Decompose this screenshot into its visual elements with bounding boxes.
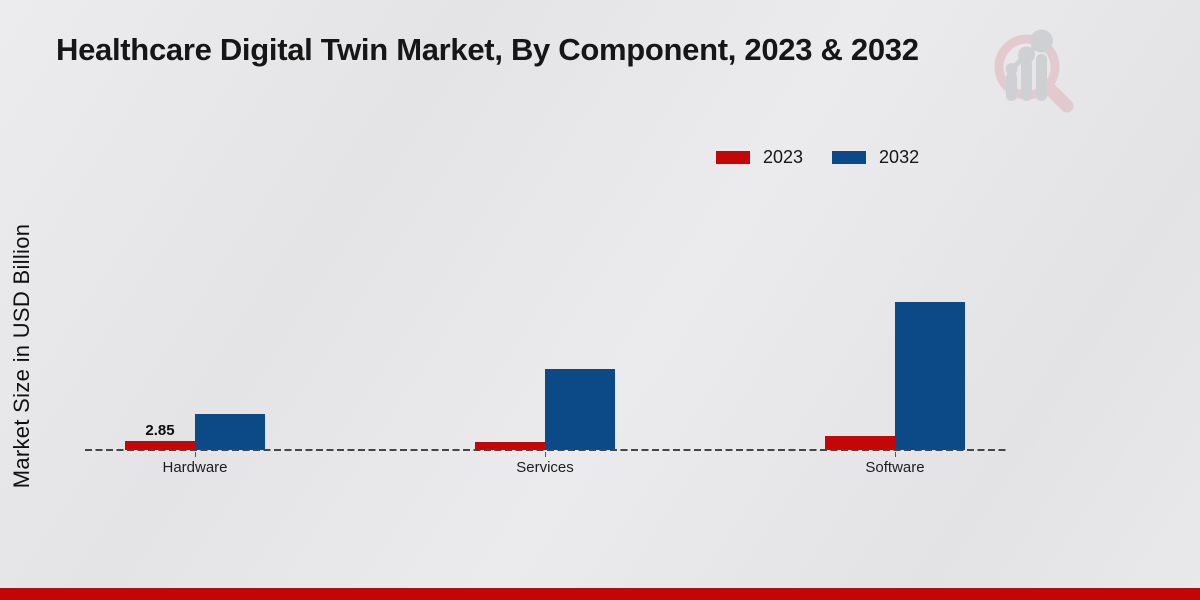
category-label-hardware: Hardware (162, 459, 228, 476)
legend-label: 2023 (763, 147, 804, 167)
y-axis-label: Market Size in USD Billion (9, 223, 34, 489)
legend-item-2023: 2023 (716, 147, 803, 168)
category-label-software: Software (865, 459, 925, 476)
legend: 2023 2032 (716, 147, 919, 168)
x-axis-tick (544, 452, 546, 457)
mrfr-logo-icon (994, 29, 1074, 113)
chart-title: Healthcare Digital Twin Market, By Compo… (56, 32, 919, 67)
legend-swatch-icon (716, 151, 750, 164)
category-label-services: Services (516, 459, 574, 476)
bar-2032-services (545, 368, 615, 450)
bar-2023-hardware (125, 441, 195, 450)
bottom-accent-bar (0, 588, 1200, 600)
bar-value-label: 2.85 (145, 422, 175, 439)
legend-swatch-icon (832, 151, 867, 164)
legend-item-2032: 2032 (832, 147, 919, 168)
x-axis-tick (194, 452, 196, 457)
bar-2023-services (475, 441, 545, 450)
x-axis-tick (894, 452, 896, 457)
logo-bars (1005, 29, 1053, 101)
zero-baseline (85, 449, 1007, 451)
legend-label: 2032 (879, 147, 920, 167)
bar-2023-software (825, 436, 895, 450)
magnifier-handle (1043, 82, 1074, 113)
bar-2032-hardware (195, 414, 265, 450)
bar-2032-software (895, 301, 965, 450)
